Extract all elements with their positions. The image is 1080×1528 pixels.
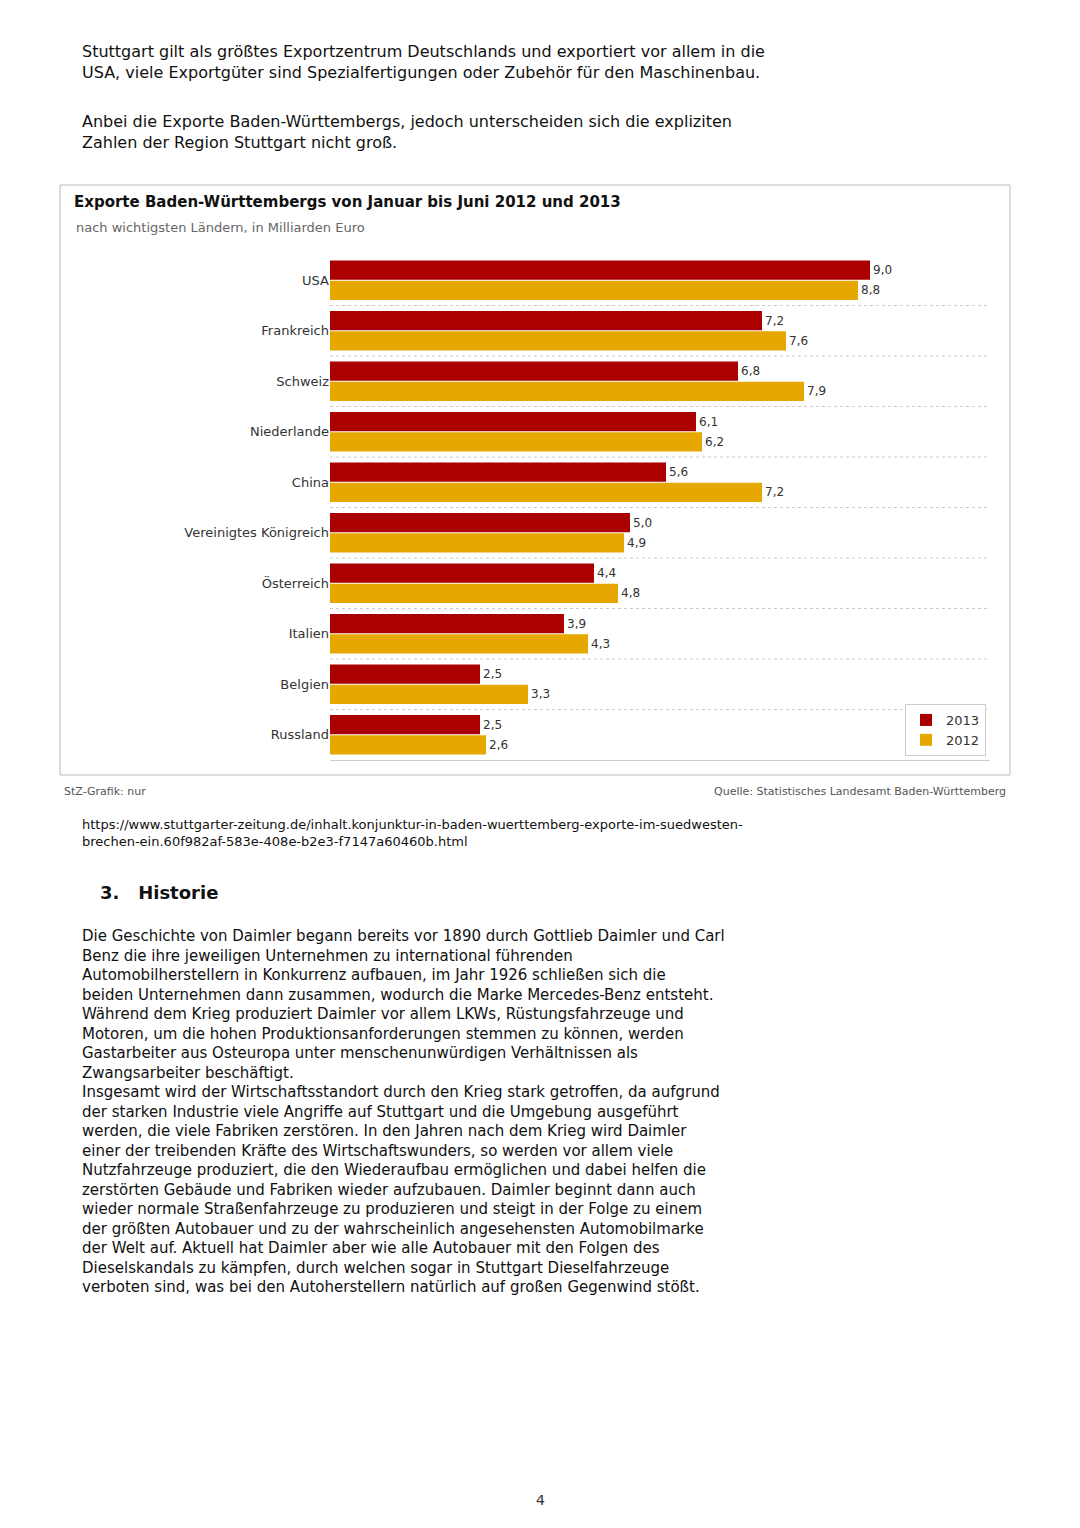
svg-text:Stuttgart gilt als größtes Exp: Stuttgart gilt als größtes Exportzentrum… <box>82 42 765 82</box>
svg-text:5,0: 5,0 <box>633 516 652 530</box>
svg-text:Vereinigtes Königreich: Vereinigtes Königreich <box>184 525 329 540</box>
svg-text:2,5: 2,5 <box>483 667 502 681</box>
svg-text:Belgien: Belgien <box>280 677 329 692</box>
svg-text:7,2: 7,2 <box>765 485 784 499</box>
svg-text:China: China <box>292 475 329 490</box>
svg-text:4,9: 4,9 <box>627 536 646 550</box>
svg-text:4,4: 4,4 <box>597 566 616 580</box>
svg-text:3. Historie: 3. Historie <box>100 882 218 903</box>
svg-text:9,0: 9,0 <box>873 263 892 277</box>
svg-text:USA: USA <box>302 273 329 288</box>
svg-text:Italien: Italien <box>289 626 329 641</box>
svg-text:2013: 2013 <box>946 713 979 728</box>
svg-text:Niederlande: Niederlande <box>250 424 329 439</box>
svg-text:4,3: 4,3 <box>591 637 610 651</box>
svg-text:3,3: 3,3 <box>531 687 550 701</box>
svg-text:6,1: 6,1 <box>699 415 718 429</box>
svg-text:2012: 2012 <box>946 733 979 748</box>
svg-text:2,5: 2,5 <box>483 718 502 732</box>
svg-text:7,2: 7,2 <box>765 314 784 328</box>
svg-text:4,8: 4,8 <box>621 586 640 600</box>
svg-text:7,9: 7,9 <box>807 384 826 398</box>
svg-text:Die Geschichte von Daimler beg: Die Geschichte von Daimler begann bereit… <box>82 927 725 1296</box>
svg-text:7,6: 7,6 <box>789 334 808 348</box>
svg-text:6,8: 6,8 <box>741 364 760 378</box>
svg-text:Österreich: Österreich <box>262 575 329 591</box>
svg-text:Quelle: Statistisches Landesam: Quelle: Statistisches Landesamt Baden-Wü… <box>714 785 1006 798</box>
svg-text:3,9: 3,9 <box>567 617 586 631</box>
svg-text:Exporte Baden-Württembergs von: Exporte Baden-Württembergs von Januar bi… <box>74 193 621 211</box>
svg-text:Frankreich: Frankreich <box>261 323 329 338</box>
svg-text:nach wichtigsten Ländern, in M: nach wichtigsten Ländern, in Milliarden … <box>76 220 365 235</box>
svg-text:https://www.stuttgarter-zeitun: https://www.stuttgarter-zeitung.de/inhal… <box>82 817 743 849</box>
svg-text:Schweiz: Schweiz <box>276 374 329 389</box>
svg-text:StZ-Grafik: nur: StZ-Grafik: nur <box>64 785 146 798</box>
svg-text:2,6: 2,6 <box>489 738 508 752</box>
svg-text:Russland: Russland <box>271 727 329 742</box>
svg-text:8,8: 8,8 <box>861 283 880 297</box>
svg-text:5,6: 5,6 <box>669 465 688 479</box>
svg-text:Anbei die Exporte Baden-Württe: Anbei die Exporte Baden-Württembergs, je… <box>82 112 732 152</box>
svg-text:6,2: 6,2 <box>705 435 724 449</box>
svg-text:4: 4 <box>536 1492 545 1508</box>
